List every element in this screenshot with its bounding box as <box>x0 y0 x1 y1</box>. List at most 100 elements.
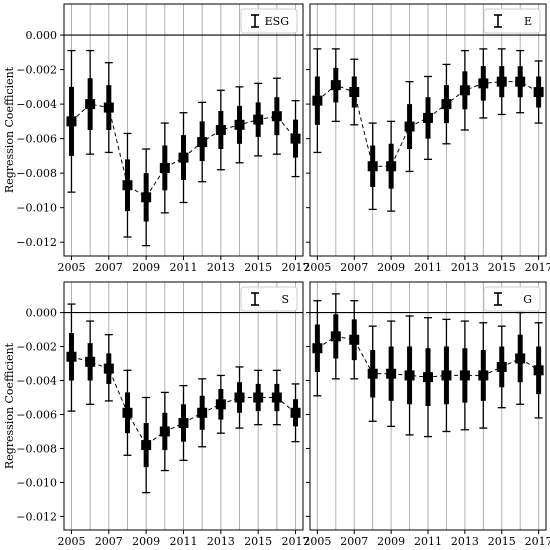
data-point <box>515 353 526 364</box>
data-point <box>85 99 96 110</box>
y-tick-label: −0.002 <box>16 64 57 77</box>
x-tick-label: 2011 <box>414 261 442 274</box>
legend-label: G <box>523 293 532 306</box>
data-point <box>533 87 544 98</box>
data-point <box>159 162 170 173</box>
y-tick-label: −0.012 <box>16 510 57 523</box>
x-tick-label: 2005 <box>57 261 85 274</box>
data-point <box>367 368 378 379</box>
x-tick-label: 2017 <box>525 535 550 548</box>
data-point <box>386 368 397 379</box>
data-point <box>85 356 96 367</box>
data-point <box>496 361 507 372</box>
x-tick-label: 2007 <box>340 261 368 274</box>
x-tick-label: 2007 <box>95 261 123 274</box>
legend-label: S <box>281 293 289 306</box>
x-tick-label: 2005 <box>57 535 85 548</box>
y-axis-label: Regression Coefficient <box>3 342 16 469</box>
y-tick-label: −0.010 <box>16 476 57 489</box>
x-tick-label: 2013 <box>451 261 479 274</box>
x-tick-label: 2017 <box>525 261 550 274</box>
data-point <box>478 78 489 89</box>
data-point <box>515 76 526 87</box>
data-point <box>533 365 544 376</box>
legend: E <box>483 8 541 34</box>
data-point <box>496 76 507 87</box>
y-tick-label: −0.012 <box>16 236 57 249</box>
x-tick-label: 2011 <box>170 535 198 548</box>
y-tick-label: −0.004 <box>16 375 57 388</box>
data-point <box>253 392 264 403</box>
legend: ESG <box>240 8 298 34</box>
y-tick-label: −0.002 <box>16 341 57 354</box>
data-point <box>197 137 208 148</box>
y-tick-label: 0.000 <box>26 29 58 42</box>
data-point <box>122 407 133 418</box>
data-point <box>178 417 189 428</box>
data-point <box>141 440 152 451</box>
data-point <box>478 370 489 381</box>
x-tick-label: 2013 <box>207 535 235 548</box>
data-point <box>215 125 226 135</box>
data-point <box>312 343 323 354</box>
data-point <box>459 85 470 96</box>
legend: S <box>240 286 298 312</box>
data-point <box>178 152 189 163</box>
data-point <box>271 392 282 403</box>
legend-label: ESG <box>265 15 289 28</box>
data-point <box>441 99 452 110</box>
data-point <box>312 95 323 106</box>
panel-g: 2005 2007 2009 2011 2013 2015 2017 G <box>303 281 550 548</box>
data-point <box>253 114 264 125</box>
x-tick-label: 2015 <box>244 261 272 274</box>
y-tick-label: −0.010 <box>16 202 57 215</box>
x-tick-label: 2017 <box>282 535 310 548</box>
x-tick-label: 2009 <box>377 535 405 548</box>
legend-label: E <box>524 15 532 28</box>
x-tick-label: 2015 <box>244 535 272 548</box>
data-point <box>404 121 415 132</box>
x-tick-label: 2011 <box>170 261 198 274</box>
data-point <box>122 180 133 191</box>
x-tick-label: 2015 <box>488 261 516 274</box>
data-point <box>66 351 77 362</box>
x-tick-label: 2005 <box>303 261 331 274</box>
y-tick-label: −0.006 <box>16 133 57 146</box>
data-point <box>441 370 452 381</box>
data-point <box>404 370 415 381</box>
x-tick-label: 2009 <box>132 261 160 274</box>
x-tick-label: 2005 <box>303 535 331 548</box>
x-tick-label: 2007 <box>340 535 368 548</box>
data-point <box>103 363 114 374</box>
data-point <box>103 102 114 113</box>
x-tick-label: 2015 <box>488 535 516 548</box>
data-point <box>330 80 341 91</box>
x-tick-label: 2011 <box>414 535 442 548</box>
data-point <box>290 133 301 144</box>
x-tick-label: 2017 <box>282 261 310 274</box>
data-point <box>290 407 301 418</box>
x-tick-label: 2009 <box>377 261 405 274</box>
y-tick-label: −0.008 <box>16 167 57 180</box>
y-axis-label: Regression Coefficient <box>3 66 16 193</box>
data-point <box>459 370 470 381</box>
data-point <box>367 161 378 172</box>
y-tick-label: −0.006 <box>16 408 57 421</box>
data-point <box>271 111 282 122</box>
x-tick-label: 2009 <box>132 535 160 548</box>
panel-e: 2005 2007 2009 2011 2013 2015 2017 E <box>303 3 550 274</box>
x-tick-label: 2007 <box>95 535 123 548</box>
x-tick-label: 2013 <box>451 535 479 548</box>
data-point <box>423 112 433 123</box>
data-point <box>197 407 208 418</box>
data-point <box>386 161 397 172</box>
x-tick-label: 2013 <box>207 261 235 274</box>
panel-esg: 0.000 −0.002 −0.004 −0.006 −0.008 −0.010 −0.01… <box>3 3 310 274</box>
data-point <box>66 116 77 127</box>
data-point <box>141 192 152 203</box>
data-point <box>349 334 360 345</box>
data-point <box>159 426 170 437</box>
data-point <box>349 87 360 98</box>
y-tick-label: −0.008 <box>16 442 57 455</box>
